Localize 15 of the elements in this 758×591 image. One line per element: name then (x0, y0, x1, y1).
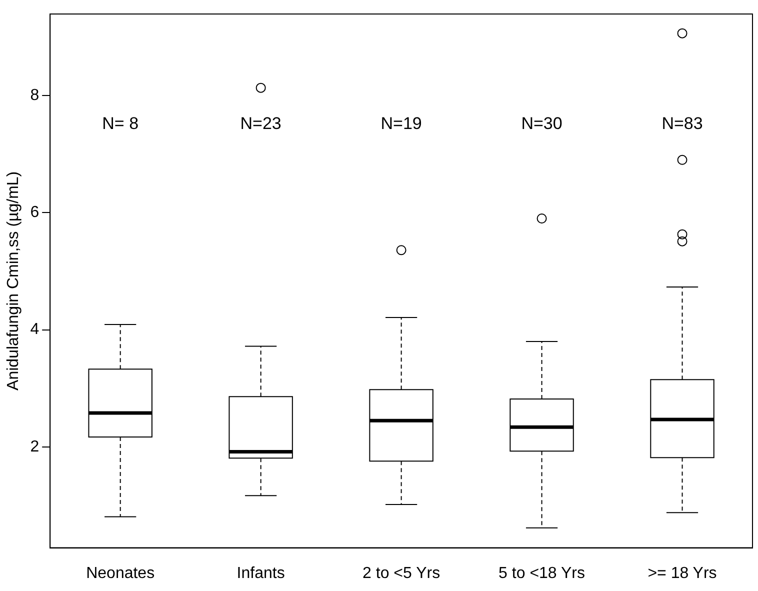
annotation: N=83 (662, 114, 703, 134)
y-tick-label: 4 (30, 321, 40, 338)
x-tick-label: >= 18 Yrs (648, 564, 717, 582)
annotation: N= 8 (102, 114, 139, 134)
annotation: N=23 (240, 114, 282, 134)
x-tick-label: 5 to <18 Yrs (498, 564, 585, 582)
y-axis-title: Anidulafungin Cmin,ss (µg/mL) (5, 171, 22, 390)
y-tick-label: 8 (30, 86, 40, 104)
y-tick-label: 6 (30, 204, 40, 222)
x-tick-label: 2 to <5 Yrs (362, 564, 440, 582)
annotation: N=30 (521, 114, 562, 134)
x-tick-label: Neonates (86, 564, 155, 582)
annotation: N=19 (380, 114, 422, 134)
y-tick-label: 2 (30, 438, 40, 456)
x-tick-label: Infants (236, 564, 285, 582)
